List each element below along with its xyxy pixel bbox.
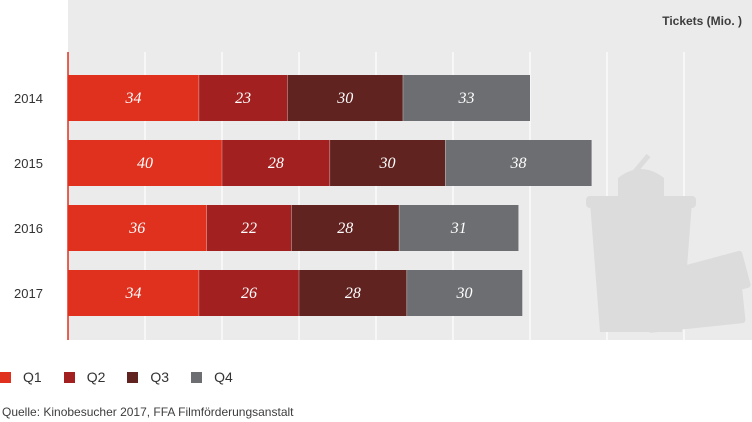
legend-item-q1: Q1 [0, 369, 42, 385]
bar-segment-q4-2016 [399, 205, 519, 251]
legend-swatch-q1 [0, 371, 11, 383]
data-label: 30 [379, 155, 396, 172]
legend-swatch-q4 [191, 371, 203, 383]
category-label-2016: 2016 [14, 221, 43, 236]
bar-segment-q1-2017 [68, 270, 199, 316]
category-label-2017: 2017 [14, 286, 43, 301]
legend-item-q3: Q3 [127, 369, 169, 385]
legend-label-q4: Q4 [214, 369, 233, 385]
category-label-2014: 2014 [14, 91, 43, 106]
cinema-drink-ticket-icon [586, 153, 751, 333]
bar-segment-q1-2014 [68, 75, 199, 121]
category-labels: 2014 2015 2016 2017 [14, 91, 43, 301]
data-label: 33 [457, 90, 474, 107]
bar-segment-q3-2015 [329, 140, 446, 186]
data-label: 28 [345, 285, 361, 302]
data-label: 30 [456, 285, 473, 302]
bar-segment-q2-2015 [222, 140, 330, 186]
data-label: 34 [124, 90, 141, 107]
data-label: 28 [268, 155, 284, 172]
data-label: 30 [336, 90, 353, 107]
legend-swatch-q3 [127, 371, 139, 383]
bar-segment-q4-2017 [406, 270, 523, 316]
bars: 34 23 30 33 40 28 30 38 36 22 28 31 34 26 28 30 [68, 75, 592, 316]
bar-segment-q1-2015 [68, 140, 222, 186]
legend-swatch-q2 [63, 371, 75, 383]
bar-segment-q2-2016 [206, 205, 292, 251]
legend: Q1 Q2 Q3 Q4 [0, 369, 255, 385]
bar-segment-q3-2017 [299, 270, 407, 316]
bar-segment-q2-2017 [198, 270, 299, 316]
bar-segment-q4-2014 [402, 75, 530, 121]
data-label: 34 [124, 285, 141, 302]
legend-label-q3: Q3 [150, 369, 170, 385]
unit-label: Tickets (Mio. ) [662, 14, 742, 28]
bar-segment-q3-2016 [291, 205, 400, 251]
legend-label-q2: Q2 [86, 369, 106, 385]
data-label: 36 [128, 220, 145, 237]
data-label: 38 [509, 155, 526, 172]
source-note: Quelle: Kinobesucher 2017, FFA Filmförde… [2, 405, 294, 419]
data-label: 26 [241, 285, 257, 302]
bar-segment-q1-2016 [68, 205, 207, 251]
bar-segment-q4-2015 [445, 140, 592, 186]
category-label-2015: 2015 [14, 156, 43, 171]
legend-item-q4: Q4 [191, 369, 233, 385]
legend-item-q2: Q2 [63, 369, 106, 385]
category-axis-panel [0, 0, 68, 340]
bar-segment-q3-2014 [287, 75, 403, 121]
data-label: 23 [235, 90, 251, 107]
legend-label-q1: Q1 [23, 369, 42, 385]
data-label: 31 [450, 220, 467, 237]
data-label: 22 [241, 220, 257, 237]
data-label: 40 [137, 155, 153, 172]
bar-segment-q2-2014 [198, 75, 288, 121]
data-label: 28 [337, 220, 353, 237]
